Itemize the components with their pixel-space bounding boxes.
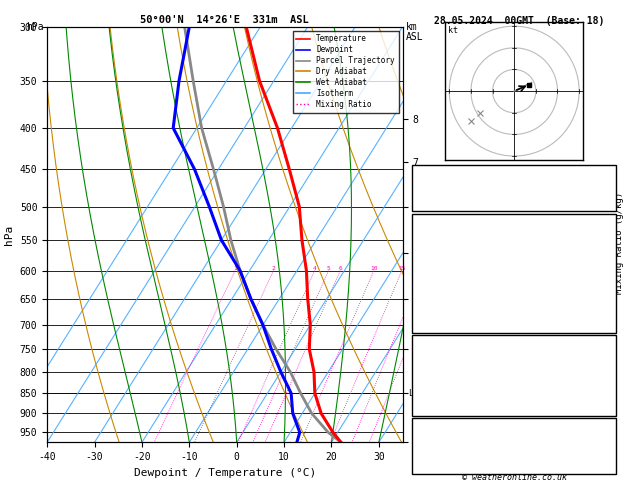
Text: 2: 2 — [272, 266, 276, 271]
Y-axis label: hPa: hPa — [4, 225, 14, 244]
Text: θₑ (K): θₑ (K) — [417, 365, 449, 374]
Text: kt: kt — [448, 26, 458, 35]
Text: 7: 7 — [606, 463, 611, 472]
Title: 50°00'N  14°26'E  331m  ASL: 50°00'N 14°26'E 331m ASL — [140, 15, 309, 25]
Text: 324: 324 — [595, 365, 611, 374]
Text: Pressure (mb): Pressure (mb) — [417, 352, 487, 362]
Text: 0: 0 — [606, 403, 611, 413]
Text: 31: 31 — [601, 171, 611, 179]
Text: -2: -2 — [601, 378, 611, 387]
Text: 0: 0 — [606, 319, 611, 328]
Text: © weatheronline.co.uk: © weatheronline.co.uk — [462, 473, 567, 482]
Text: -2: -2 — [601, 286, 611, 295]
Text: 324: 324 — [595, 270, 611, 278]
Text: 2.71: 2.71 — [590, 198, 611, 208]
Text: 28.05.2024  00GMT  (Base: 18): 28.05.2024 00GMT (Base: 18) — [434, 16, 604, 26]
Text: StmDir: StmDir — [417, 452, 449, 462]
Text: 51: 51 — [601, 185, 611, 193]
Text: Temp (°C): Temp (°C) — [417, 237, 465, 246]
Legend: Temperature, Dewpoint, Parcel Trajectory, Dry Adiabat, Wet Adiabat, Isotherm, Mi: Temperature, Dewpoint, Parcel Trajectory… — [292, 31, 399, 113]
Text: Hodograph: Hodograph — [490, 421, 538, 430]
Text: Lifted Index: Lifted Index — [417, 286, 482, 295]
Text: 17: 17 — [601, 432, 611, 440]
Text: hPa: hPa — [26, 22, 44, 32]
Text: CIN (J): CIN (J) — [417, 403, 455, 413]
Text: Most Unstable: Most Unstable — [479, 340, 549, 349]
Text: 20: 20 — [418, 266, 426, 271]
Text: 264°: 264° — [590, 452, 611, 462]
Text: 1: 1 — [233, 266, 237, 271]
Text: EH: EH — [417, 432, 428, 440]
Text: 4: 4 — [313, 266, 316, 271]
Text: km
ASL: km ASL — [406, 22, 423, 42]
Text: CIN (J): CIN (J) — [417, 319, 455, 328]
Text: SREH: SREH — [417, 442, 438, 451]
Text: CAPE (J): CAPE (J) — [417, 302, 460, 312]
Text: K: K — [417, 171, 423, 179]
Text: 15: 15 — [398, 266, 406, 271]
Text: 6: 6 — [338, 266, 342, 271]
Text: Lifted Index: Lifted Index — [417, 378, 482, 387]
Text: 22: 22 — [601, 237, 611, 246]
Text: 25: 25 — [435, 266, 442, 271]
Text: 977: 977 — [595, 352, 611, 362]
X-axis label: Dewpoint / Temperature (°C): Dewpoint / Temperature (°C) — [134, 468, 316, 478]
Text: CAPE (J): CAPE (J) — [417, 391, 460, 399]
Text: Mixing Ratio (g/kg): Mixing Ratio (g/kg) — [615, 192, 624, 294]
Text: LCL: LCL — [408, 389, 423, 398]
Text: 667: 667 — [595, 391, 611, 399]
Text: Surface: Surface — [496, 221, 533, 230]
Text: Totals Totals: Totals Totals — [417, 185, 487, 193]
Text: θₑ(K): θₑ(K) — [417, 270, 444, 278]
Text: 10: 10 — [370, 266, 377, 271]
Text: Dewp (°C): Dewp (°C) — [417, 253, 465, 262]
Text: 5: 5 — [326, 266, 330, 271]
Text: 12.7: 12.7 — [590, 253, 611, 262]
Text: StmSpd (kt): StmSpd (kt) — [417, 463, 476, 472]
Text: 667: 667 — [595, 302, 611, 312]
Text: 21: 21 — [601, 442, 611, 451]
Text: PW (cm): PW (cm) — [417, 198, 455, 208]
